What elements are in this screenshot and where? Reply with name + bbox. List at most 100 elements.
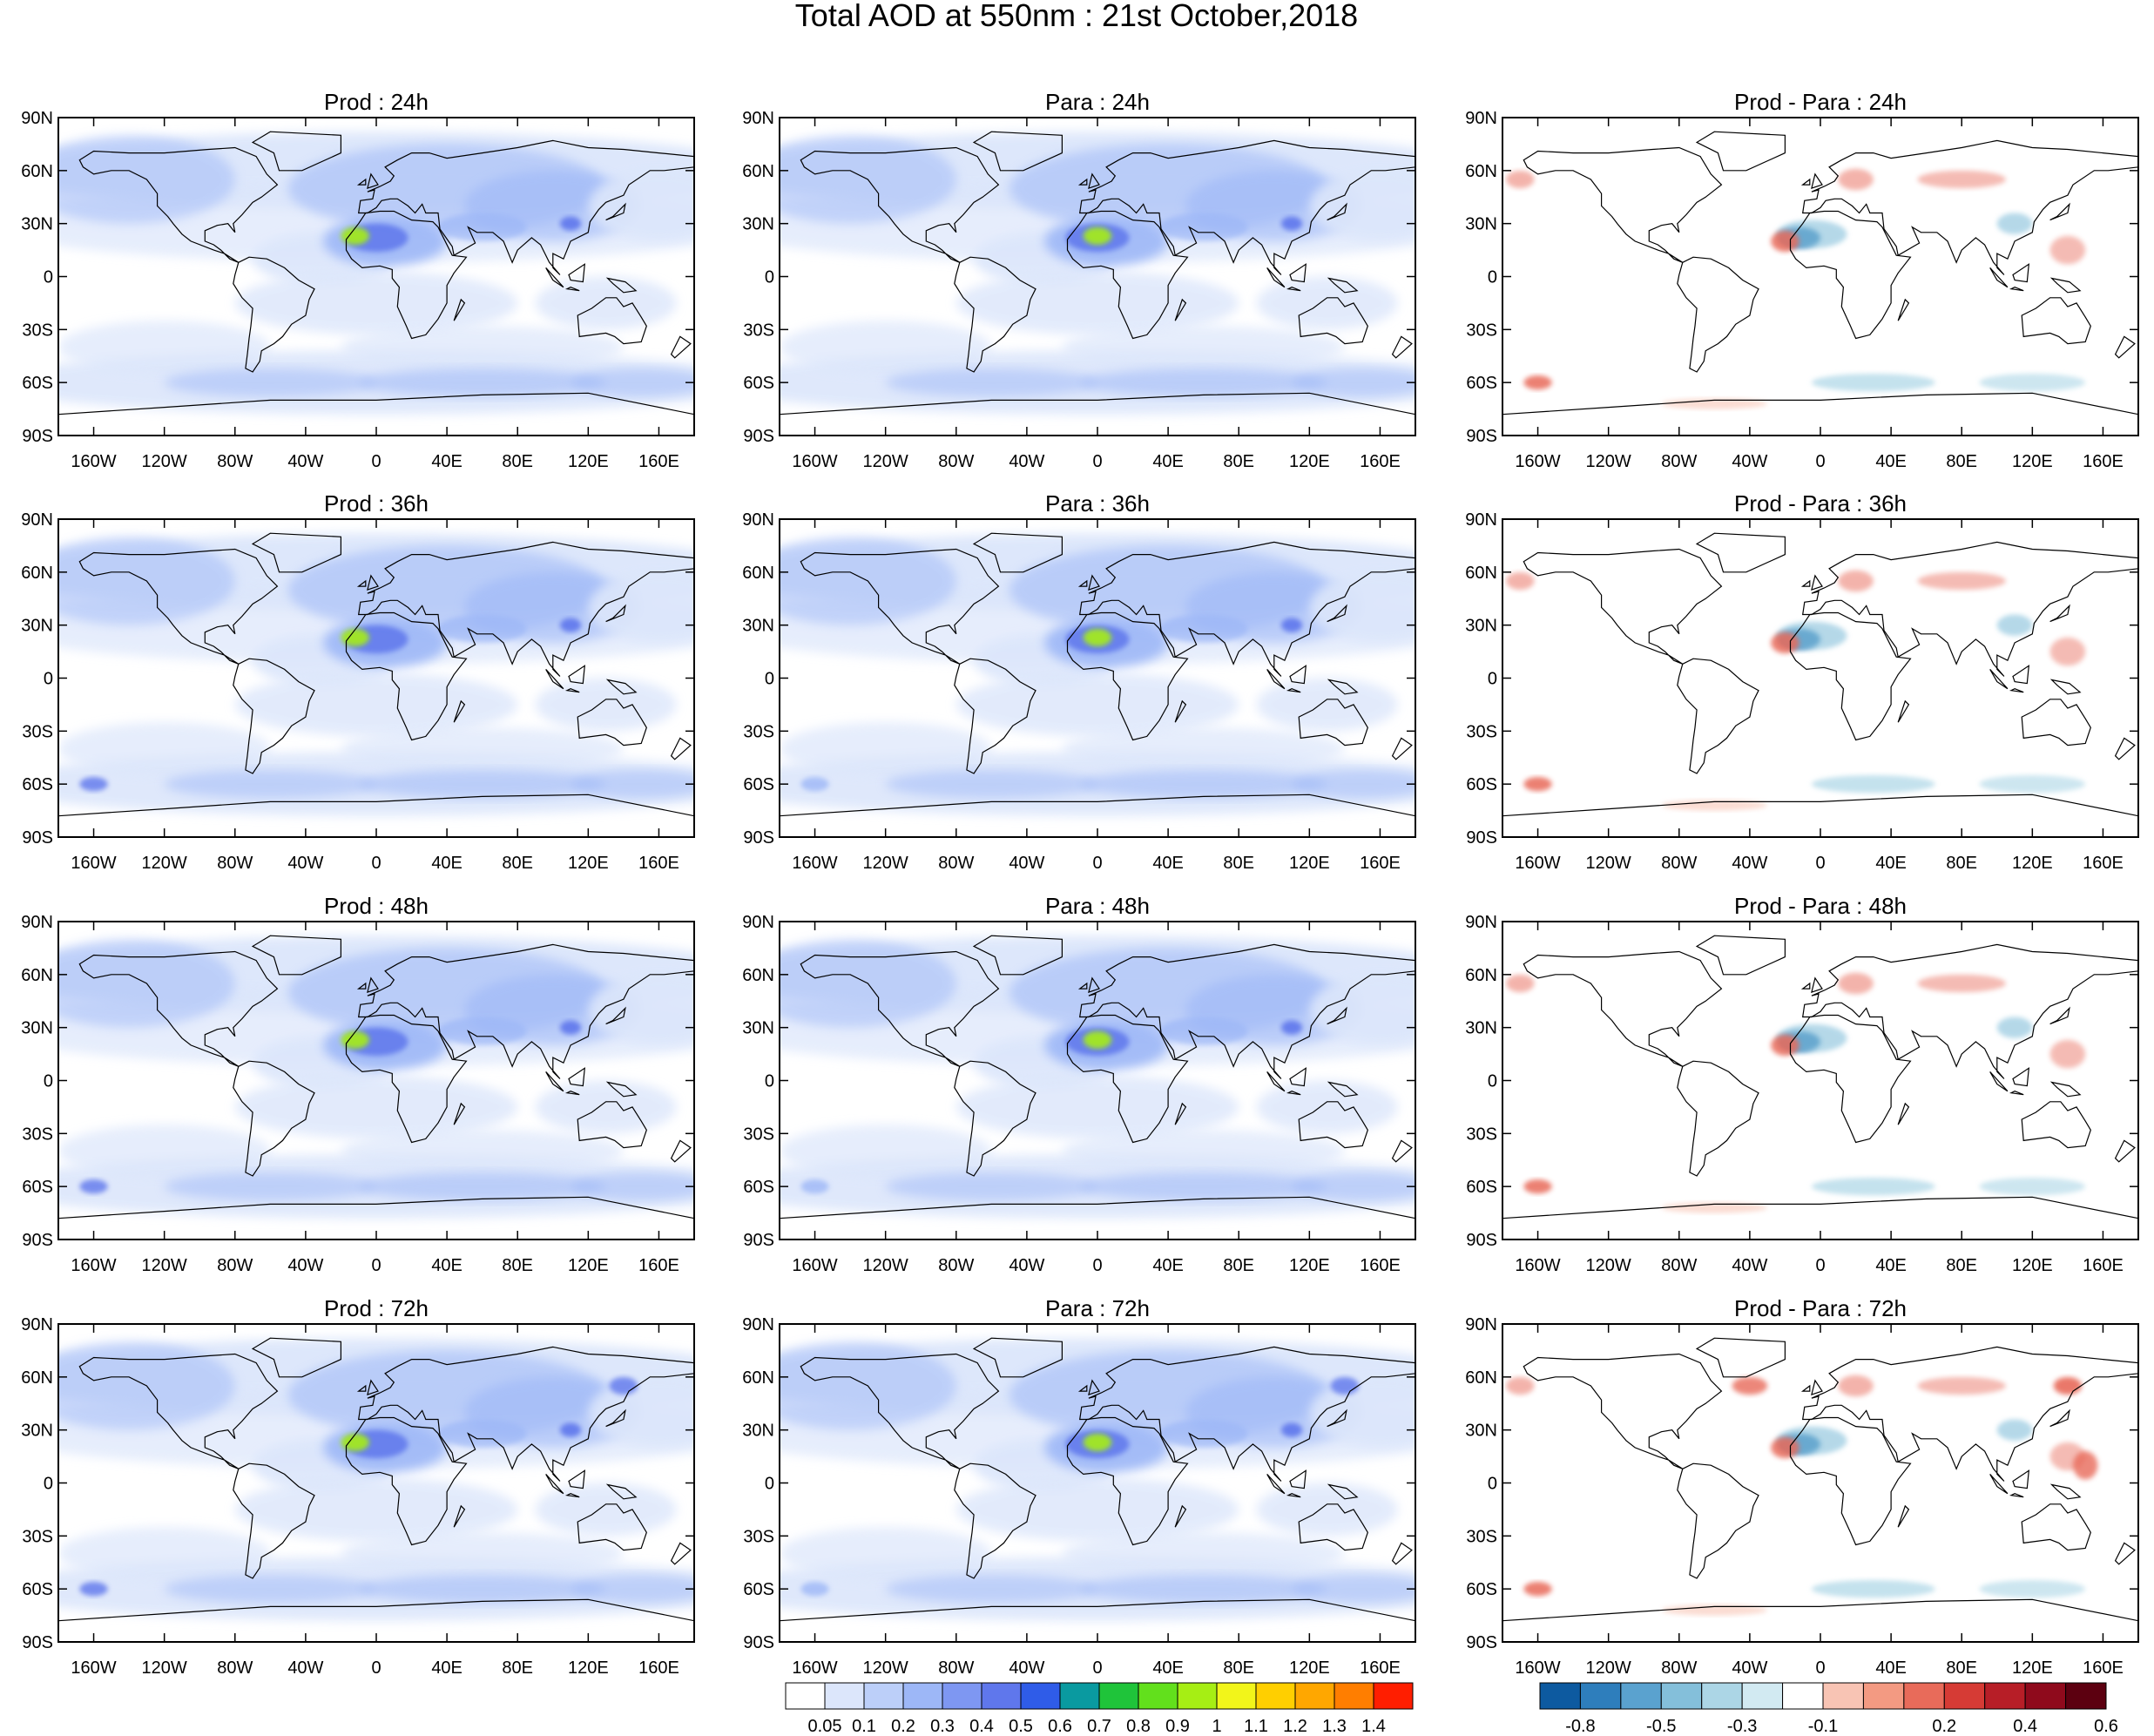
lon-label: 160W (1515, 452, 1560, 471)
aerosol-band (1292, 769, 1415, 799)
lat-label: 30S (1466, 1125, 1497, 1144)
land-outline (1989, 1071, 2009, 1092)
lat-label: 0 (44, 268, 53, 287)
land-outline (358, 541, 694, 677)
land-outline (1523, 1353, 1723, 1469)
lon-label: 120E (568, 854, 609, 873)
land-outline (233, 658, 315, 774)
aerosol-band (1062, 1532, 1345, 1575)
land-outline (2114, 1542, 2136, 1565)
lon-label: 40E (1875, 854, 1907, 873)
land-outline (1802, 1346, 2138, 1482)
land-outline (2021, 1503, 2091, 1551)
land-outline (2009, 688, 2024, 693)
land-outline (568, 665, 586, 685)
aod-field (1502, 1324, 2138, 1642)
land-outline (1789, 611, 1912, 741)
dust-max (1083, 226, 1112, 245)
lat-label: 60S (1466, 775, 1497, 794)
lon-label: 0 (1092, 1658, 1102, 1678)
lon-label: 40W (1732, 854, 1767, 873)
aerosol-band (780, 1527, 992, 1581)
lon-label: 40E (1875, 1256, 1907, 1275)
land-outline (1286, 1091, 1301, 1096)
land-outline (1523, 548, 1723, 665)
colorbar-swatch (1984, 1682, 2026, 1710)
land-outline (58, 1196, 694, 1240)
lon-label: 40W (287, 1256, 323, 1275)
lat-label: 90N (742, 1315, 774, 1334)
china-haze (559, 216, 582, 231)
coastlines (1502, 1337, 2138, 1642)
land-outline (453, 298, 466, 321)
lat-label: 0 (44, 1072, 53, 1091)
land-outline (2049, 202, 2070, 221)
land-outline (1800, 1384, 1811, 1392)
land-outline (58, 794, 694, 837)
lon-label: 40W (1009, 854, 1044, 873)
land-outline (78, 950, 279, 1067)
land-outline (605, 679, 638, 695)
colorbar-label: -0.1 (1808, 1717, 1838, 1736)
lon-label: 0 (371, 1658, 381, 1678)
lon-label: 160W (792, 1256, 837, 1275)
land-outline (1897, 699, 1910, 723)
land-outline (233, 256, 315, 373)
lat-label: 90S (1466, 1633, 1497, 1652)
lon-label: 80W (217, 1658, 253, 1678)
panel-title: Prod - Para : 72h (1734, 1295, 1907, 1321)
lat-label: 30N (742, 617, 774, 636)
land-outline (78, 146, 279, 263)
lon-label: 120E (568, 1256, 609, 1275)
land-outline (358, 943, 694, 1079)
lon-label: 80W (938, 1658, 974, 1678)
lat-label: 30N (1465, 215, 1497, 234)
aerosol-band (1256, 678, 1398, 732)
lat-label: 90N (21, 1315, 53, 1334)
dust-east (437, 1419, 527, 1448)
coastlines (780, 532, 1415, 837)
lat-label: 60N (742, 162, 774, 181)
difference-patch (1523, 777, 1552, 792)
aerosol-band (164, 1172, 376, 1201)
panel-0-1: Prod : 36h 90N 60N 30N 0 30S 60S 90S 160W 120W 80W… (21, 490, 695, 873)
land-outline (1502, 1598, 2138, 1642)
lat-label: 90S (1466, 1231, 1497, 1250)
lon-label: 160W (71, 854, 116, 873)
aerosol-band (780, 722, 992, 776)
aerosol-band (234, 1477, 518, 1542)
coastlines (58, 532, 694, 837)
coastlines (1502, 935, 2138, 1240)
china-haze (1280, 216, 1303, 231)
colorbar-swatch (1741, 1682, 1784, 1710)
lon-label: 160W (71, 1658, 116, 1678)
land-outline (1989, 267, 2009, 288)
difference-patch (1506, 974, 1535, 993)
lon-label: 120E (2012, 1658, 2053, 1678)
lat-label: 90S (743, 1633, 774, 1652)
land-outline (1327, 1408, 1347, 1428)
panel-title: Prod - Para : 48h (1734, 893, 1907, 919)
lat-label: 30S (22, 1527, 53, 1546)
colorbar-label: 0.4 (969, 1717, 994, 1736)
difference-patch (1523, 1582, 1552, 1597)
lat-label: 90S (22, 1231, 53, 1250)
lon-label: 120W (863, 854, 908, 873)
dust-east (437, 1017, 527, 1045)
lon-label: 40E (431, 452, 463, 471)
colorbar-swatch (1701, 1682, 1743, 1710)
colorbar-swatch (1138, 1682, 1178, 1710)
land-outline (670, 1542, 692, 1565)
lon-label: 160E (2083, 1256, 2124, 1275)
lat-label: 0 (765, 1475, 774, 1494)
lat-label: 60S (743, 1178, 774, 1197)
lon-label: 120E (1289, 1256, 1330, 1275)
land-outline (1289, 263, 1307, 283)
china-haze (559, 1422, 582, 1437)
panel-0-2: Prod : 48h 90N 60N 30N 0 30S 60S 90S 160W 120W 80W… (21, 893, 695, 1275)
aerosol-band (535, 276, 677, 330)
colorbar-label: 0.8 (1126, 1717, 1151, 1736)
aerosol-band (885, 1574, 1097, 1604)
lat-label: 30S (1466, 321, 1497, 340)
aerosol-band (358, 769, 606, 799)
